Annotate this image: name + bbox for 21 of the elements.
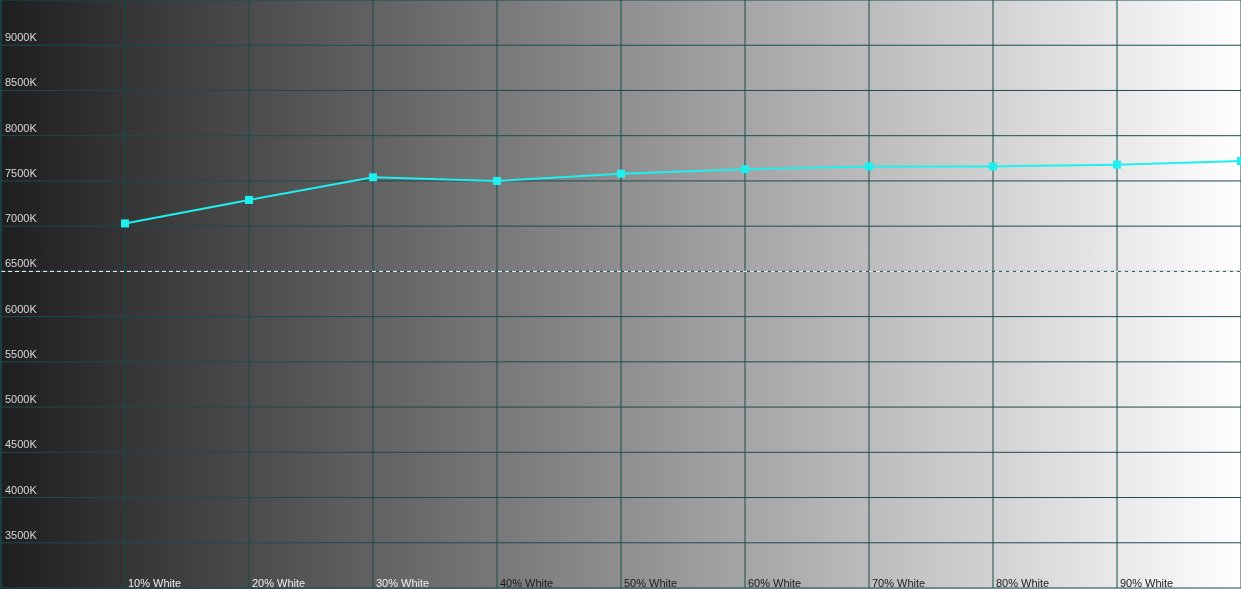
x-tick-label: 50% White — [624, 577, 678, 589]
x-tick-label: 20% White — [252, 577, 306, 589]
y-tick-label: 5500K — [5, 347, 38, 360]
y-tick-label: 6500K — [5, 257, 38, 270]
x-tick-label: 80% White — [996, 577, 1050, 589]
x-tick-label: 60% White — [748, 577, 802, 589]
y-tick-label: 8000K — [5, 121, 38, 134]
y-tick-label: 7500K — [5, 166, 38, 179]
y-tick-label: 6000K — [5, 302, 38, 315]
y-tick-label: 9000K — [5, 31, 38, 44]
y-tick-label: 7000K — [5, 212, 38, 225]
x-tick-label: 40% White — [500, 577, 554, 589]
x-tick-label: 30% White — [376, 577, 430, 589]
y-tick-label: 3500K — [5, 528, 38, 541]
y-tick-label: 8500K — [5, 76, 38, 89]
y-tick-label: 5000K — [5, 393, 38, 406]
y-tick-label: 4000K — [5, 483, 38, 496]
x-tick-label: 90% White — [1120, 577, 1174, 589]
x-tick-label: 70% White — [872, 577, 926, 589]
y-tick-label: 4500K — [5, 438, 38, 451]
x-tick-label: 10% White — [128, 577, 182, 589]
